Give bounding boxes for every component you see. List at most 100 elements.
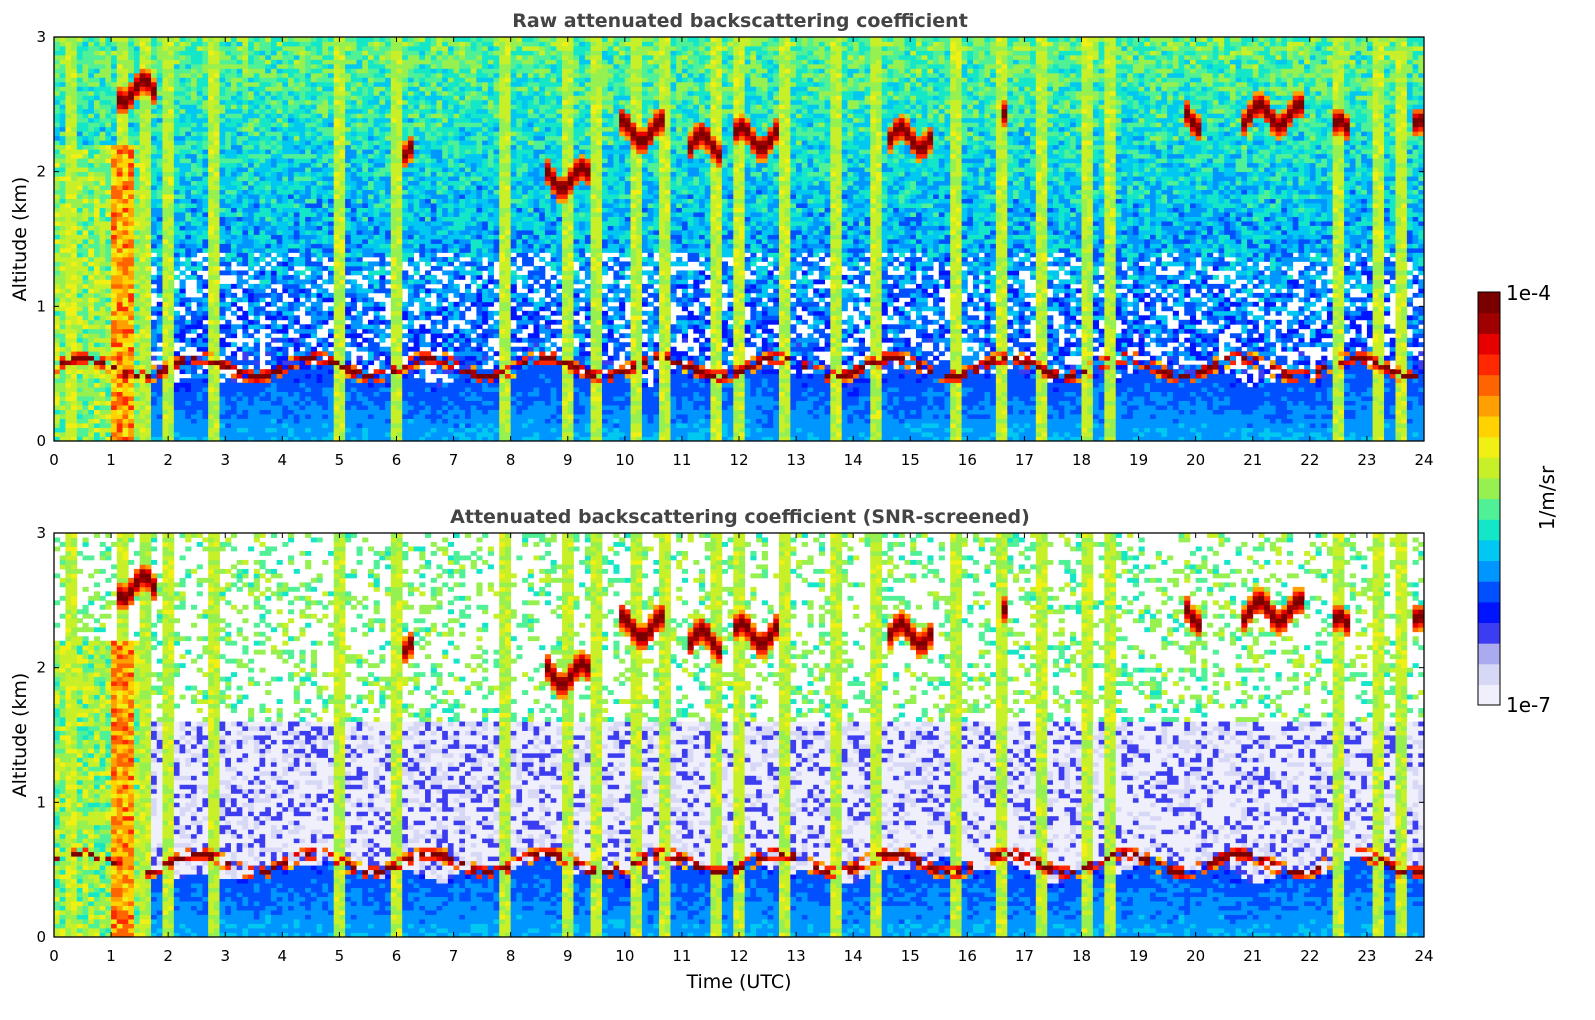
heatmap-cell bbox=[54, 248, 60, 253]
heatmap-cell bbox=[111, 113, 117, 118]
heatmap-cell bbox=[105, 127, 111, 132]
heatmap-cell bbox=[71, 50, 77, 55]
heatmap-cell bbox=[54, 414, 60, 419]
heatmap-cell bbox=[88, 392, 94, 397]
heatmap-cell bbox=[100, 315, 106, 320]
heatmap-cell bbox=[83, 347, 89, 352]
heatmap-cell bbox=[60, 59, 66, 64]
heatmap-cell bbox=[65, 261, 71, 266]
heatmap-cell bbox=[71, 315, 77, 320]
heatmap-cell bbox=[111, 432, 117, 437]
heatmap-cell bbox=[105, 154, 111, 159]
heatmap-cell bbox=[60, 324, 66, 329]
heatmap-cell bbox=[94, 37, 100, 42]
heatmap-cell bbox=[71, 136, 77, 141]
heatmap-cell bbox=[105, 257, 111, 262]
heatmap-cell bbox=[105, 270, 111, 275]
heatmap-cell bbox=[83, 208, 89, 213]
heatmap-cell bbox=[83, 181, 89, 186]
heatmap-cell bbox=[77, 374, 83, 379]
heatmap-cell bbox=[60, 181, 66, 186]
heatmap-cell bbox=[54, 297, 60, 302]
heatmap-cell bbox=[54, 154, 60, 159]
heatmap-cell bbox=[83, 387, 89, 392]
heatmap-cell bbox=[54, 235, 60, 240]
heatmap-cell bbox=[88, 243, 94, 248]
heatmap-cell bbox=[105, 37, 111, 42]
heatmap-cell bbox=[65, 167, 71, 172]
heatmap-cell bbox=[88, 356, 94, 361]
heatmap-cell bbox=[54, 342, 60, 347]
heatmap-cell bbox=[60, 235, 66, 240]
heatmap-cell bbox=[65, 113, 71, 118]
heatmap-cell bbox=[83, 235, 89, 240]
heatmap-cell bbox=[111, 73, 117, 78]
heatmap-cell bbox=[105, 414, 111, 419]
heatmap-cell bbox=[83, 82, 89, 87]
heatmap-cell bbox=[105, 41, 111, 46]
heatmap-cell bbox=[88, 55, 94, 60]
heatmap-cell bbox=[83, 50, 89, 55]
heatmap-cell bbox=[77, 37, 83, 42]
heatmap-cell bbox=[54, 392, 60, 397]
heatmap-cell bbox=[111, 383, 117, 388]
heatmap-cell bbox=[88, 100, 94, 105]
heatmap-cell bbox=[54, 82, 60, 87]
heatmap-cell bbox=[83, 136, 89, 141]
heatmap-cell bbox=[65, 383, 71, 388]
heatmap-cell bbox=[77, 230, 83, 235]
heatmap-cell bbox=[60, 46, 66, 51]
heatmap-cell bbox=[60, 279, 66, 284]
heatmap-cell bbox=[105, 333, 111, 338]
heatmap-cell bbox=[65, 68, 71, 73]
heatmap-cell bbox=[77, 347, 83, 352]
heatmap-cell bbox=[65, 140, 71, 145]
heatmap-cell bbox=[65, 199, 71, 204]
heatmap-cell bbox=[88, 261, 94, 266]
heatmap-cell bbox=[71, 266, 77, 271]
heatmap-cell bbox=[77, 378, 83, 383]
heatmap-cell bbox=[54, 100, 60, 105]
heatmap-cell bbox=[100, 122, 106, 127]
heatmap-cell bbox=[83, 167, 89, 172]
heatmap-cell bbox=[111, 333, 117, 338]
heatmap-cell bbox=[100, 347, 106, 352]
heatmap-cell bbox=[77, 324, 83, 329]
heatmap-cell bbox=[83, 194, 89, 199]
heatmap-cell bbox=[88, 59, 94, 64]
heatmap-cell bbox=[71, 149, 77, 154]
heatmap-cell bbox=[54, 351, 60, 356]
heatmap-cell bbox=[100, 64, 106, 69]
heatmap-cell bbox=[100, 306, 106, 311]
heatmap-cell bbox=[94, 68, 100, 73]
heatmap-cell bbox=[71, 410, 77, 415]
heatmap-cell bbox=[60, 55, 66, 60]
heatmap-cell bbox=[83, 324, 89, 329]
heatmap-cell bbox=[94, 95, 100, 100]
heatmap-cell bbox=[71, 365, 77, 370]
heatmap-cell bbox=[94, 149, 100, 154]
heatmap-cell bbox=[100, 226, 106, 231]
heatmap-cell bbox=[111, 374, 117, 379]
heatmap-cell bbox=[71, 284, 77, 289]
heatmap-cell bbox=[60, 284, 66, 289]
heatmap-cell bbox=[100, 365, 106, 370]
heatmap-cell bbox=[94, 50, 100, 55]
heatmap-cell bbox=[65, 356, 71, 361]
heatmap-cell bbox=[88, 351, 94, 356]
heatmap-cell bbox=[105, 82, 111, 87]
heatmap-cell bbox=[105, 320, 111, 325]
heatmap-cell bbox=[65, 190, 71, 195]
heatmap-cell bbox=[60, 401, 66, 406]
heatmap-cell bbox=[94, 55, 100, 60]
heatmap-cell bbox=[105, 230, 111, 235]
heatmap-cell bbox=[100, 118, 106, 123]
heatmap-cell bbox=[65, 122, 71, 127]
heatmap-cell bbox=[94, 423, 100, 428]
heatmap-cell bbox=[100, 414, 106, 419]
heatmap-cell bbox=[94, 208, 100, 213]
heatmap-cell bbox=[54, 401, 60, 406]
heatmap-cell bbox=[94, 378, 100, 383]
heatmap-cell bbox=[94, 163, 100, 168]
heatmap-cell bbox=[100, 297, 106, 302]
